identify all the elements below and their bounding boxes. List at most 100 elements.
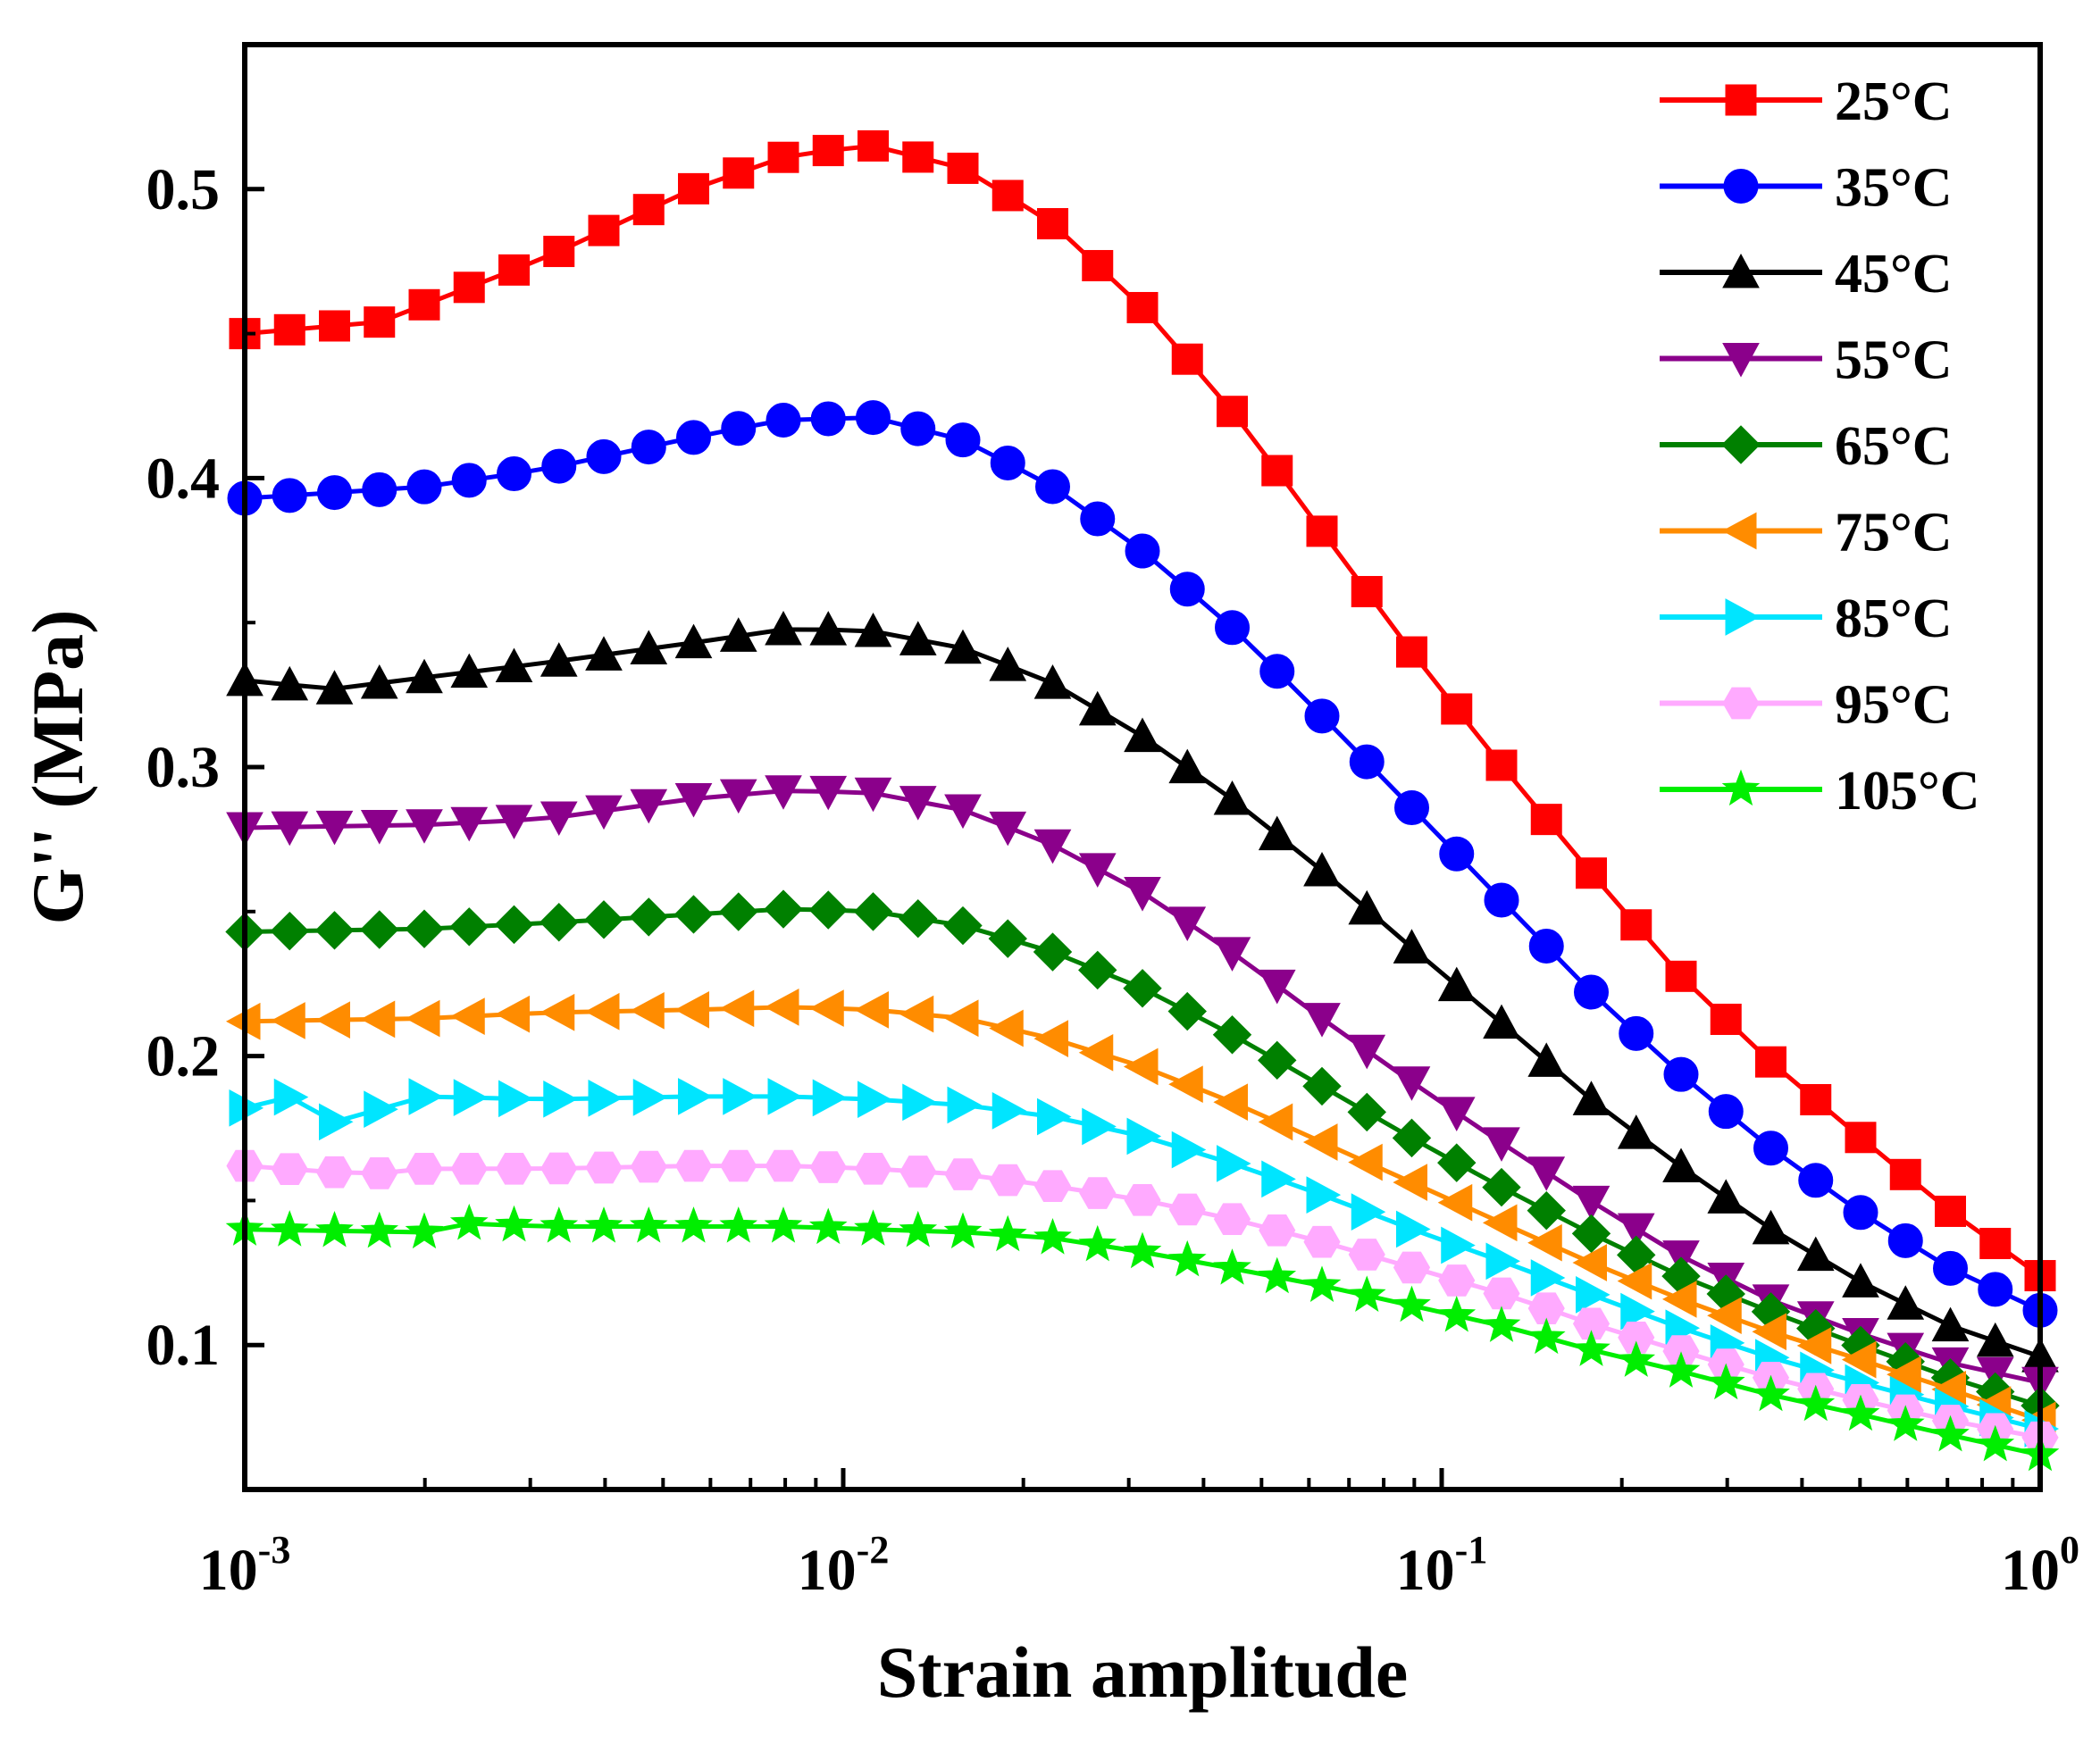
y-tick-label: 0.5	[146, 157, 221, 222]
data-point	[1617, 1262, 1652, 1300]
data-point	[1124, 717, 1161, 753]
data-point	[315, 1001, 350, 1039]
data-point	[1572, 1307, 1611, 1340]
data-point	[674, 990, 709, 1029]
data-point	[360, 910, 399, 949]
data-point	[1303, 1225, 1341, 1258]
data-point	[1843, 1195, 1878, 1231]
data-point	[1437, 966, 1476, 1002]
data-point	[271, 665, 309, 701]
data-point	[1078, 1224, 1117, 1262]
data-point	[584, 1206, 623, 1243]
data-point	[1485, 1242, 1521, 1281]
data-point	[1798, 1163, 1834, 1198]
data-point	[1258, 1103, 1293, 1141]
data-point	[317, 475, 352, 511]
data-point	[1347, 1092, 1386, 1132]
data-point	[1931, 1306, 1970, 1342]
data-point	[764, 1206, 803, 1243]
data-point	[1618, 1321, 1655, 1354]
legend-marker	[1725, 84, 1757, 116]
data-point	[1931, 1414, 1970, 1452]
data-point	[1258, 1040, 1297, 1081]
data-point	[1437, 1143, 1477, 1182]
data-point	[947, 152, 979, 184]
data-point	[408, 1078, 444, 1115]
data-point	[1393, 1285, 1431, 1323]
data-point	[899, 995, 934, 1033]
data-point	[1617, 1213, 1655, 1248]
data-point	[1845, 1122, 1877, 1154]
data-point	[1574, 974, 1609, 1010]
data-point	[1217, 1145, 1251, 1182]
data-point	[1796, 1236, 1835, 1272]
legend-item: 25°C	[1660, 71, 1953, 132]
data-point	[360, 663, 398, 699]
data-point	[719, 892, 758, 931]
data-point	[1527, 1317, 1566, 1355]
legend-label: 85°C	[1835, 588, 1953, 649]
data-point	[364, 1090, 398, 1129]
x-tick-label: 10-1	[1396, 1528, 1488, 1603]
data-point	[1527, 1292, 1565, 1324]
data-point	[405, 999, 440, 1038]
data-point	[1351, 576, 1383, 608]
series-25°C	[229, 129, 2056, 1292]
data-point	[1168, 1065, 1203, 1104]
data-point	[630, 789, 668, 824]
data-point	[585, 1151, 623, 1184]
data-point	[899, 899, 938, 939]
data-point	[1351, 1193, 1386, 1231]
data-point	[361, 1157, 398, 1189]
data-point	[543, 236, 575, 268]
data-point	[856, 400, 891, 436]
data-point	[1080, 501, 1116, 537]
data-point	[1213, 1083, 1248, 1122]
data-point	[1438, 1264, 1476, 1297]
legend-item: 65°C	[1660, 416, 1953, 477]
series-45°C	[226, 610, 2059, 1373]
data-point	[943, 999, 979, 1038]
data-point	[1484, 882, 1519, 918]
data-point	[364, 306, 396, 338]
data-point	[1306, 515, 1338, 547]
data-point	[676, 420, 711, 455]
data-point	[632, 1079, 668, 1116]
y-tick-label: 0.3	[146, 735, 221, 800]
data-point	[1033, 829, 1072, 864]
data-point	[584, 900, 623, 939]
data-point	[1396, 636, 1427, 668]
data-point	[1978, 1272, 2013, 1307]
data-point	[1035, 469, 1070, 505]
data-point	[495, 805, 533, 839]
data-point	[1126, 291, 1159, 323]
data-point	[1168, 906, 1207, 941]
data-point	[1258, 969, 1296, 1005]
data-point	[854, 1209, 892, 1246]
data-point	[494, 905, 534, 945]
data-point	[1349, 744, 1385, 780]
data-point	[1033, 1170, 1072, 1203]
data-point	[858, 1081, 892, 1119]
data-point	[540, 903, 579, 942]
data-point	[543, 1080, 578, 1118]
data-point	[451, 463, 487, 498]
data-point	[764, 989, 799, 1026]
data-point	[450, 1152, 488, 1185]
data-point	[943, 1212, 983, 1249]
y-axis-title: G'' (MPa)	[17, 610, 98, 925]
data-point	[1168, 1193, 1206, 1226]
data-point	[719, 779, 757, 814]
data-point	[1082, 1107, 1117, 1146]
data-point	[1620, 1292, 1655, 1331]
data-point	[899, 621, 937, 655]
data-point	[1710, 1003, 1742, 1035]
data-point	[1215, 610, 1250, 646]
data-point	[723, 157, 755, 189]
legend-marker	[1723, 169, 1759, 204]
data-point	[1933, 1250, 1968, 1286]
data-point	[360, 1000, 396, 1039]
data-point	[899, 1210, 938, 1248]
data-point	[1348, 1034, 1386, 1070]
